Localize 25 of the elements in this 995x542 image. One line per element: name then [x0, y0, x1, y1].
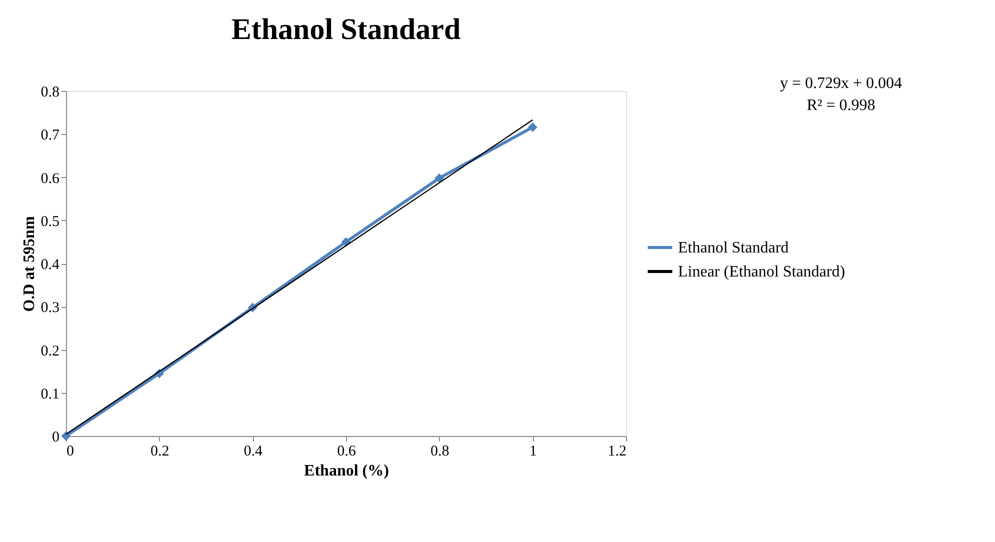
- point: [528, 122, 538, 132]
- x-tick-label: 0.8: [430, 444, 450, 460]
- y-tick-label: 0.3: [40, 300, 60, 316]
- y-axis-title: O.D at 595nm: [20, 216, 38, 312]
- y-tick-label: 0.1: [40, 386, 60, 402]
- y-tick-label: 0.7: [40, 128, 60, 144]
- x-tick-label: 1: [529, 444, 537, 460]
- x-tick-label: 0.4: [244, 444, 264, 460]
- x-tick-label: 0: [66, 444, 74, 460]
- y-tick-label: 0: [52, 430, 60, 446]
- text: R² = 0.998: [806, 97, 876, 114]
- x-tick-label: 1.2: [608, 444, 626, 460]
- y-tick-label: 0.4: [40, 257, 60, 273]
- y-tick-label: 0.2: [40, 343, 60, 360]
- y-tick-label: 0.8: [40, 84, 60, 100]
- legend-label: Ethanol Standard: [678, 240, 789, 256]
- point: [434, 173, 444, 183]
- x-tick-label: 0.6: [337, 444, 356, 460]
- chart-title: Ethanol Standard: [231, 13, 461, 46]
- y-tick-label: 0.5: [40, 214, 60, 230]
- legend-label: Linear (Ethanol Standard): [678, 264, 846, 280]
- y-tick-label: 0.6: [40, 170, 60, 187]
- x-axis-title: Ethanol (%): [304, 462, 389, 480]
- text: y = 0.729x + 0.004: [780, 75, 902, 92]
- x-tick-label: 0.2: [150, 444, 170, 460]
